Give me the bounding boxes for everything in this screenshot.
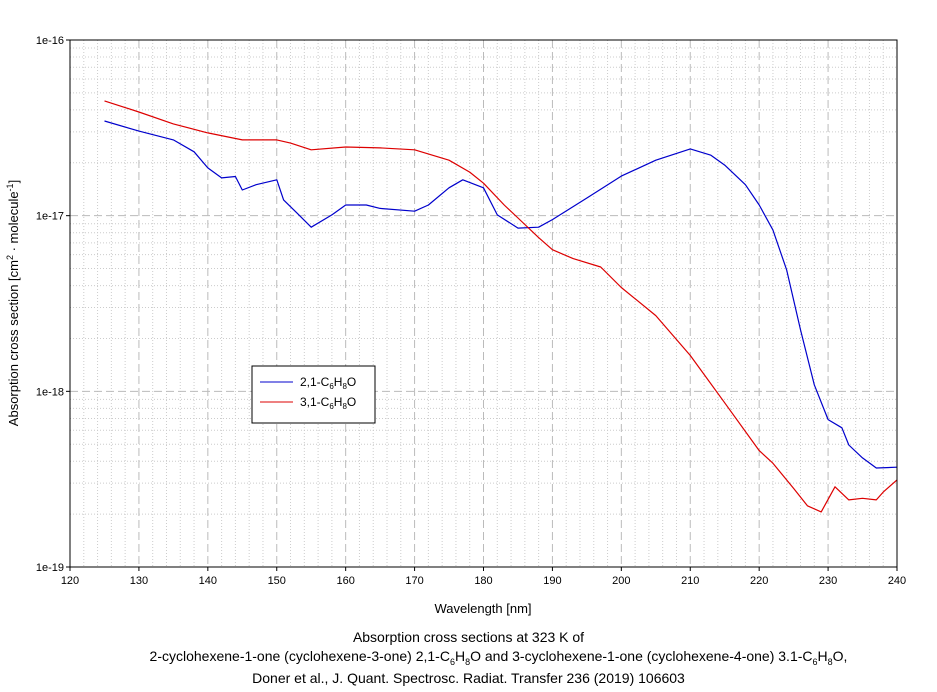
x-tick-label: 120 <box>61 575 79 587</box>
x-tick-label: 140 <box>199 575 217 587</box>
x-tick-label: 240 <box>888 575 906 587</box>
x-tick-label: 210 <box>681 575 699 587</box>
legend-label-1: 2,1-C6H8O <box>300 375 356 391</box>
x-tick-label: 170 <box>405 575 423 587</box>
series-line-2 <box>104 100 898 513</box>
tick-labels: 120 130 140 150 160 170 180 190 200 210 220 230 240 1… <box>36 35 906 587</box>
caption-line-1: Absorption cross sections at 323 K of <box>352 629 585 645</box>
series-line-1 <box>104 120 898 469</box>
legend-label-2: 3,1-C6H8O <box>300 395 356 411</box>
x-tick-label: 130 <box>130 575 148 587</box>
y-axis-label: Absorption cross section [cm2 · molecule… <box>5 180 21 426</box>
legend: 2,1-C6H8O 3,1-C6H8O <box>251 365 376 424</box>
y-tick-label: 1e-16 <box>36 35 64 47</box>
series-lines <box>104 100 898 513</box>
x-tick-label: 180 <box>474 575 492 587</box>
x-tick-label: 150 <box>268 575 286 587</box>
x-axis-label: Wavelength [nm] <box>434 601 531 616</box>
gridlines <box>70 40 897 567</box>
x-tick-label: 220 <box>750 575 768 587</box>
x-tick-label: 200 <box>612 575 630 587</box>
caption-line-2: 2-cyclohexene-1-one (cyclohexene-3-one) … <box>149 648 848 667</box>
y-tick-label: 1e-17 <box>36 211 64 223</box>
x-tick-label: 190 <box>543 575 561 587</box>
x-tick-label: 230 <box>819 575 837 587</box>
caption-line-3: Doner et al., J. Quant. Spectrosc. Radia… <box>252 670 685 686</box>
y-tick-label: 1e-19 <box>36 562 64 574</box>
y-tick-label: 1e-18 <box>36 386 64 398</box>
x-tick-label: 160 <box>336 575 354 587</box>
